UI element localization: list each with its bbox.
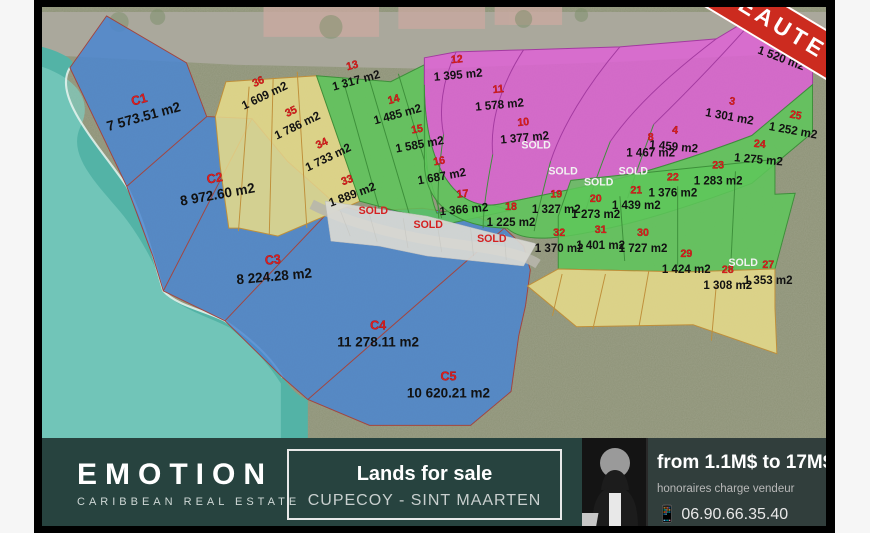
svg-text:16: 16 <box>432 154 446 168</box>
svg-text:1 283 m2: 1 283 m2 <box>694 174 743 187</box>
svg-text:8: 8 <box>648 131 654 143</box>
svg-text:20: 20 <box>590 193 602 205</box>
svg-text:C3: C3 <box>264 251 281 268</box>
svg-text:1 424 m2: 1 424 m2 <box>662 263 711 276</box>
svg-text:23: 23 <box>712 159 724 171</box>
svg-text:1 327 m2: 1 327 m2 <box>532 203 581 216</box>
svg-text:11: 11 <box>492 83 504 96</box>
svg-text:SOLD: SOLD <box>521 139 551 151</box>
svg-text:SOLD: SOLD <box>414 219 444 231</box>
svg-text:SOLD: SOLD <box>728 257 758 269</box>
svg-text:25: 25 <box>789 109 803 123</box>
svg-text:C5: C5 <box>440 368 456 383</box>
svg-text:22: 22 <box>667 171 679 183</box>
svg-text:SOLD: SOLD <box>619 165 649 177</box>
svg-text:SOLD: SOLD <box>584 176 614 188</box>
svg-text:29: 29 <box>680 248 692 260</box>
svg-text:SOLD: SOLD <box>359 205 389 217</box>
svg-text:C4: C4 <box>370 318 386 333</box>
svg-text:1 467 m2: 1 467 m2 <box>626 146 675 159</box>
svg-text:1 353 m2: 1 353 m2 <box>744 274 793 287</box>
svg-text:32: 32 <box>553 227 565 239</box>
svg-text:SOLD: SOLD <box>548 165 578 177</box>
svg-text:24: 24 <box>753 138 766 151</box>
svg-text:4: 4 <box>672 124 679 137</box>
svg-text:1 225 m2: 1 225 m2 <box>487 216 536 229</box>
svg-text:SOLD: SOLD <box>477 233 507 245</box>
svg-text:27: 27 <box>762 259 774 271</box>
svg-text:10 620.21 m2: 10 620.21 m2 <box>407 385 491 400</box>
svg-text:15: 15 <box>410 122 424 136</box>
svg-text:10: 10 <box>517 116 530 129</box>
svg-text:1 376 m2: 1 376 m2 <box>648 186 697 199</box>
svg-text:11 278.11 m2: 11 278.11 m2 <box>337 334 419 349</box>
svg-text:30: 30 <box>637 227 649 239</box>
svg-text:C2: C2 <box>205 169 223 187</box>
svg-text:19: 19 <box>550 188 562 200</box>
svg-text:31: 31 <box>595 224 607 236</box>
svg-text:12: 12 <box>450 53 463 66</box>
svg-text:21: 21 <box>630 184 642 196</box>
svg-text:18: 18 <box>505 201 517 213</box>
svg-text:17: 17 <box>456 188 469 201</box>
svg-text:1 727 m2: 1 727 m2 <box>619 242 668 255</box>
